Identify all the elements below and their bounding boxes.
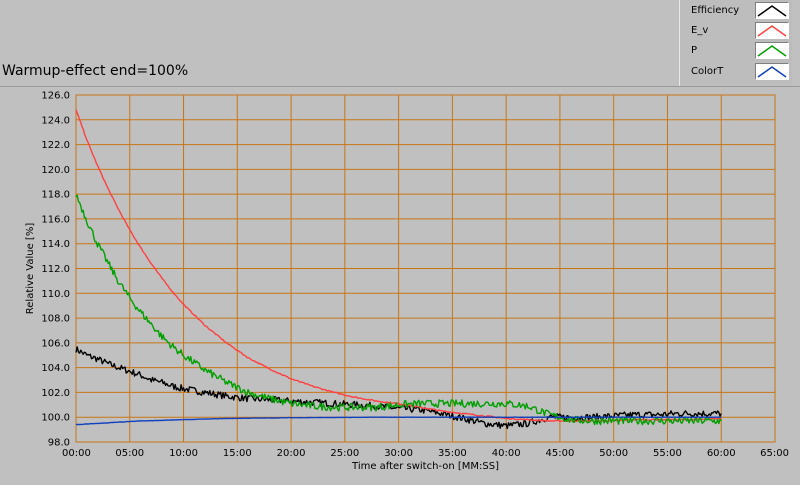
legend-swatch-e-v [755, 22, 789, 39]
y-tick-label: 116.0 [41, 214, 70, 225]
x-axis-ticks: 00:00 05:00 10:00 15:00 20:00 25:00 30:00 35:00… [62, 448, 789, 459]
y-tick-label: 112.0 [41, 264, 70, 275]
y-axis-title: Relative Value [%] [25, 223, 36, 315]
series-line-colort [75, 416, 722, 426]
x-axis-title: Time after switch-on [MM:SS] [351, 461, 499, 472]
legend-swatch-efficiency [755, 2, 789, 19]
legend-label-p: P [691, 45, 698, 56]
y-tick-label: 100.0 [41, 413, 70, 424]
y-tick-label: 104.0 [41, 363, 70, 374]
legend-label-e-v: E_v [691, 25, 709, 36]
x-tick-label: 35:00 [438, 448, 467, 459]
x-tick-label: 30:00 [384, 448, 413, 459]
x-tick-label: 65:00 [760, 448, 789, 459]
x-tick-label: 10:00 [169, 448, 198, 459]
y-tick-label: 110.0 [41, 289, 70, 300]
series-line-p [75, 194, 722, 426]
legend-swatch-colort [755, 63, 789, 80]
y-tick-label: 106.0 [41, 338, 70, 349]
legend-item-efficiency[interactable]: Efficiency [680, 1, 792, 20]
line-sample-icon [757, 5, 787, 17]
line-sample-icon [757, 25, 787, 37]
chart-title: Warmup-effect end=100% [2, 63, 189, 79]
y-tick-label: 124.0 [41, 115, 70, 126]
x-tick-label: 50:00 [599, 448, 628, 459]
y-tick-label: 122.0 [41, 140, 70, 151]
x-tick-label: 45:00 [546, 448, 575, 459]
legend-label-colort: ColorT [691, 66, 724, 77]
x-tick-label: 55:00 [653, 448, 682, 459]
x-tick-label: 25:00 [330, 448, 359, 459]
y-tick-label: 114.0 [41, 239, 70, 250]
x-tick-label: 20:00 [277, 448, 306, 459]
y-tick-label: 102.0 [41, 388, 70, 399]
y-tick-label: 126.0 [41, 91, 70, 102]
x-tick-label: 00:00 [62, 448, 91, 459]
y-tick-label: 120.0 [41, 165, 70, 176]
line-sample-icon [757, 66, 787, 78]
x-tick-label: 60:00 [707, 448, 736, 459]
legend-label-efficiency: Efficiency [691, 5, 740, 16]
legend-item-colort[interactable]: ColorT [680, 62, 792, 81]
y-tick-label: 98.0 [48, 438, 70, 449]
x-tick-label: 05:00 [115, 448, 144, 459]
y-tick-label: 108.0 [41, 314, 70, 325]
legend-item-e-v[interactable]: E_v [680, 21, 792, 40]
legend: Efficiency E_v P ColorT [679, 0, 792, 86]
line-sample-icon [757, 45, 787, 57]
x-tick-label: 40:00 [492, 448, 521, 459]
grid [75, 94, 776, 443]
series-lines [75, 109, 722, 430]
legend-swatch-p [755, 42, 789, 59]
y-tick-label: 118.0 [41, 190, 70, 201]
legend-item-p[interactable]: P [680, 41, 792, 60]
y-axis-ticks: 98.0 100.0 102.0 104.0 106.0 108.0 110.0 112.0 1… [41, 91, 70, 449]
x-tick-label: 15:00 [223, 448, 252, 459]
chart-plot[interactable]: 98.0 100.0 102.0 104.0 106.0 108.0 110.0 112.0 1… [0, 86, 800, 484]
